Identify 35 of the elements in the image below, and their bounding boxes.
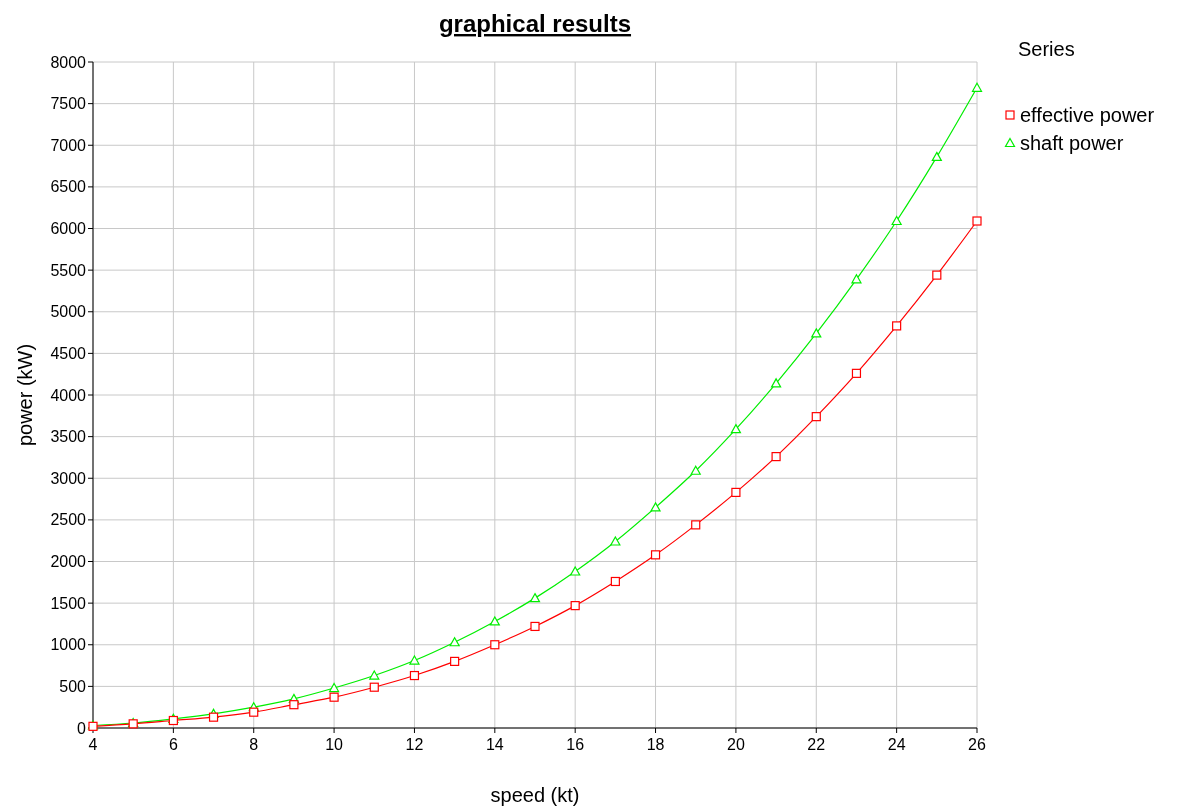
y-tick-label: 2000 — [50, 553, 87, 571]
y-tick-label: 7500 — [50, 95, 87, 113]
y-tick-label: 8000 — [50, 53, 87, 71]
y-tick-label: 2500 — [50, 511, 87, 529]
x-tick-label: 12 — [405, 736, 424, 753]
y-tick-label: 4000 — [50, 386, 87, 404]
y-tick-label: 3000 — [50, 469, 87, 487]
x-tick-label: 16 — [566, 736, 585, 753]
x-tick-label: 20 — [727, 736, 745, 753]
x-tick-label: 14 — [485, 736, 504, 753]
y-tick-label: 5000 — [50, 303, 87, 321]
y-tick-label: 5500 — [50, 261, 87, 279]
x-tick-label: 4 — [88, 736, 98, 753]
x-tick-label: 26 — [968, 736, 986, 753]
x-tick-label: 8 — [249, 736, 259, 753]
y-tick-label: 3500 — [50, 428, 87, 446]
x-tick-label: 10 — [325, 736, 344, 753]
x-tick-label: 22 — [807, 736, 826, 753]
y-tick-label: 500 — [59, 677, 87, 695]
x-tick-label: 24 — [887, 736, 906, 753]
y-tick-label: 1500 — [50, 594, 87, 612]
y-tick-label: 1000 — [50, 636, 87, 654]
y-tick-label: 7000 — [50, 136, 87, 154]
y-tick-label: 6000 — [50, 220, 87, 238]
x-tick-label: 18 — [646, 736, 665, 753]
y-tick-label: 4500 — [50, 344, 87, 362]
y-axis-title: power (kW) — [14, 343, 36, 447]
legend-title: Series — [1018, 38, 1075, 60]
legend-label: shaft power — [1020, 132, 1124, 154]
legend-label: effective power — [1020, 104, 1155, 126]
chart-title: graphical results — [438, 10, 632, 37]
y-tick-label: 0 — [77, 719, 87, 737]
y-tick-label: 6500 — [50, 178, 87, 196]
x-tick-label: 6 — [168, 736, 178, 753]
x-axis-title: speed (kt) — [490, 784, 580, 806]
